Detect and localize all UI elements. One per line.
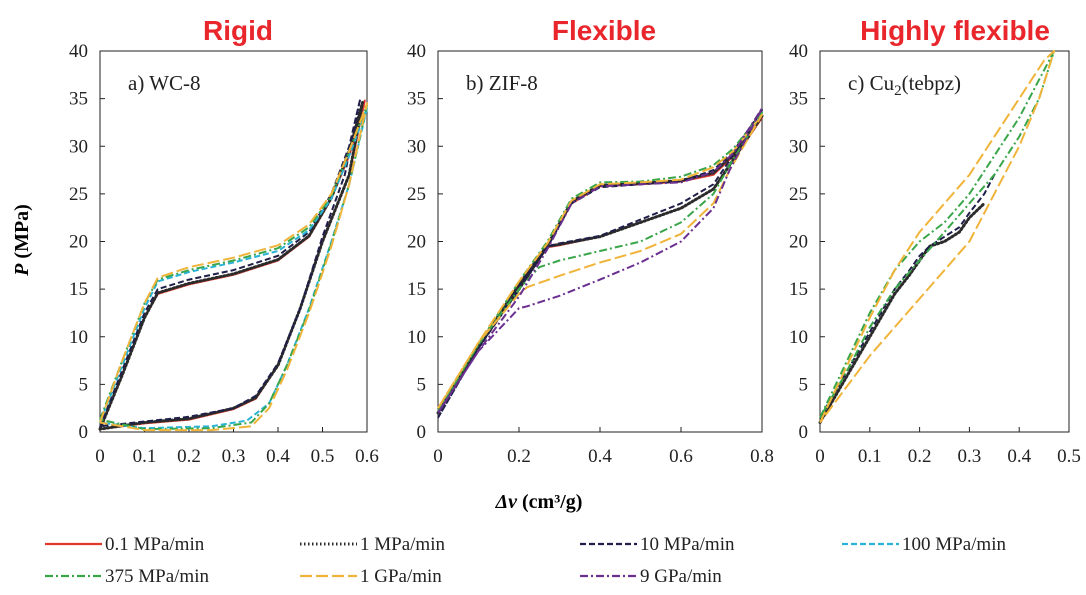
y-tick-label: 25 <box>789 184 808 205</box>
series-line <box>99 97 362 428</box>
panel-heading: Flexible <box>552 15 656 46</box>
y-tick-label: 5 <box>417 374 427 395</box>
legend-label: 9 GPa/min <box>640 566 722 587</box>
panel-label-main: c) Cu <box>848 71 895 95</box>
x-tick-label: 0.8 <box>750 446 774 467</box>
legend-label: 10 MPa/min <box>640 534 735 555</box>
legend-label: 1 MPa/min <box>360 534 445 555</box>
plot-frame <box>99 50 368 433</box>
legend-item: 9 GPa/min <box>580 566 722 587</box>
series-line <box>818 201 986 424</box>
series-line <box>99 102 368 432</box>
y-tick-label: 15 <box>789 279 808 300</box>
series-line <box>437 111 763 412</box>
x-tick-label: 0.4 <box>588 446 612 467</box>
y-tick-label: 30 <box>789 136 808 157</box>
series-line <box>819 174 996 419</box>
panel-label-subscript: 2 <box>894 83 902 99</box>
x-tick-label: 0.1 <box>858 446 882 467</box>
y-tick-label: 25 <box>407 184 426 205</box>
x-tick-label: 0.6 <box>355 446 379 467</box>
x-tick-label: 0.2 <box>908 446 932 467</box>
x-tick-label: 0.6 <box>669 446 693 467</box>
y-tick-label: 15 <box>69 279 88 300</box>
panel-label: a) WC-8 <box>128 71 201 95</box>
x-tick-label: 0.4 <box>1007 446 1031 467</box>
legend-item: 0.1 MPa/min <box>45 534 205 555</box>
series-line <box>99 104 368 431</box>
legend-item: 100 MPa/min <box>842 534 1006 555</box>
panel-3: Highly flexible 0 5 10 15 20 25 30 35 40 0 0.1 0.2 0.… <box>789 15 1081 467</box>
plot-frame <box>437 50 763 433</box>
x-tick-label: 0.3 <box>958 446 982 467</box>
legend-item: 375 MPa/min <box>45 566 209 587</box>
x-tick-label: 0 <box>433 446 443 467</box>
y-tick-label: 40 <box>407 41 426 62</box>
y-tick-label: 20 <box>407 232 426 253</box>
y-tick-label: 35 <box>407 89 426 110</box>
y-tick-label: 25 <box>69 184 88 205</box>
legend-label: 1 GPa/min <box>360 566 442 587</box>
y-tick-label: 35 <box>69 89 88 110</box>
y-tick-label: 10 <box>69 327 88 348</box>
series-line <box>437 107 763 414</box>
y-tick-label: 0 <box>799 422 809 443</box>
legend-item: 1 GPa/min <box>300 566 442 587</box>
legend-label: 375 MPa/min <box>105 566 209 587</box>
x-tick-label: 0.5 <box>311 446 335 467</box>
y-tick-label: 5 <box>799 374 809 395</box>
panel-label: c) Cu2(tebpz) <box>848 71 961 99</box>
series-line <box>437 116 763 414</box>
series-line <box>99 107 368 430</box>
y-tick-label: 0 <box>417 422 427 443</box>
series-line <box>437 113 763 409</box>
x-tick-label: 0.1 <box>133 446 157 467</box>
y-tick-label: 10 <box>789 327 808 348</box>
x-tick-label: 0.4 <box>266 446 290 467</box>
x-tick-label: 0 <box>815 446 825 467</box>
y-tick-label: 5 <box>79 374 89 395</box>
x-tick-label: 0 <box>95 446 105 467</box>
legend-label: 0.1 MPa/min <box>105 534 205 555</box>
y-tick-label: 30 <box>407 136 426 157</box>
x-tick-label: 0.2 <box>177 446 201 467</box>
panel-heading: Rigid <box>203 15 273 46</box>
y-tick-label: 15 <box>407 279 426 300</box>
series-line <box>436 114 764 415</box>
series-line <box>437 109 763 419</box>
y-tick-label: 20 <box>789 232 808 253</box>
y-tick-label: 35 <box>789 89 808 110</box>
panel-label: b) ZIF-8 <box>466 71 538 95</box>
legend: 0.1 MPa/min 1 MPa/min 10 MPa/min 100 MPa/mi… <box>45 534 1006 587</box>
y-tick-label: 40 <box>69 41 88 62</box>
legend-item: 1 MPa/min <box>300 534 445 555</box>
y-tick-label: 40 <box>789 41 808 62</box>
x-axis-label: Δv (cm³/g) <box>495 491 583 513</box>
y-tick-label: 10 <box>407 327 426 348</box>
legend-item: 10 MPa/min <box>580 534 735 555</box>
x-tick-label: 0.2 <box>507 446 531 467</box>
y-tick-label: 0 <box>79 422 89 443</box>
y-tick-label: 20 <box>69 232 88 253</box>
y-axis-label: P (MPa) <box>11 204 33 277</box>
series-line <box>819 50 1056 424</box>
panel-heading: Highly flexible <box>860 15 1050 46</box>
panel-2: Flexible 0 5 10 15 20 25 30 35 40 0 0.2 0.4 0.6 0.8 b) … <box>407 15 774 467</box>
panel-label-tail: (tebpz) <box>902 71 961 95</box>
y-tick-label: 30 <box>69 136 88 157</box>
legend-label: 100 MPa/min <box>902 534 1006 555</box>
x-tick-label: 0.3 <box>222 446 246 467</box>
x-tick-label: 0.5 <box>1057 446 1081 467</box>
panel-1: Rigid 0 5 10 15 20 25 30 35 40 0 0.1 0.2 0.3 0.4 0.5 0.6… <box>69 15 379 467</box>
